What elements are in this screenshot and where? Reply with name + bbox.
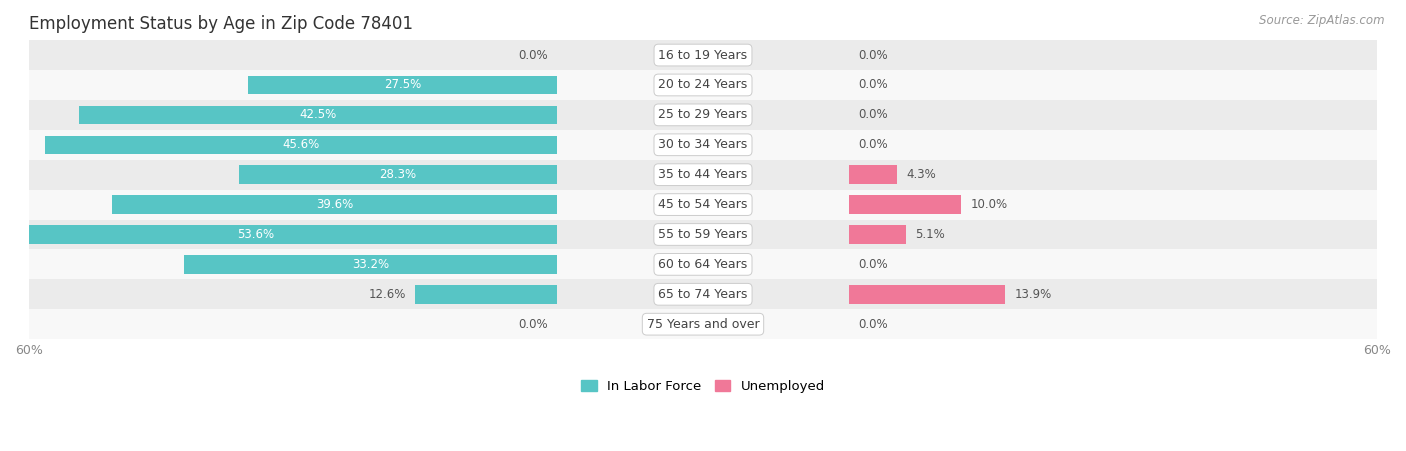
Bar — [30, 130, 1376, 160]
Text: 35 to 44 Years: 35 to 44 Years — [658, 168, 748, 181]
Legend: In Labor Force, Unemployed: In Labor Force, Unemployed — [575, 375, 831, 398]
Text: 5.1%: 5.1% — [915, 228, 945, 241]
Text: 33.2%: 33.2% — [352, 258, 389, 271]
Text: 28.3%: 28.3% — [380, 168, 416, 181]
Bar — [849, 285, 1005, 304]
Text: 0.0%: 0.0% — [858, 108, 887, 121]
Text: 0.0%: 0.0% — [519, 49, 548, 62]
Text: 45.6%: 45.6% — [283, 138, 319, 151]
Bar — [30, 220, 1376, 249]
Text: 45 to 54 Years: 45 to 54 Years — [658, 198, 748, 211]
Bar — [30, 249, 1376, 279]
Text: 65 to 74 Years: 65 to 74 Years — [658, 288, 748, 301]
Text: 53.6%: 53.6% — [238, 228, 274, 241]
Bar — [30, 309, 1376, 339]
Text: 75 Years and over: 75 Years and over — [647, 318, 759, 331]
Text: 0.0%: 0.0% — [858, 49, 887, 62]
Text: 60 to 64 Years: 60 to 64 Years — [658, 258, 748, 271]
Bar — [30, 160, 1376, 189]
Text: Employment Status by Age in Zip Code 78401: Employment Status by Age in Zip Code 784… — [30, 15, 413, 33]
Bar — [0, 225, 557, 244]
Text: 55 to 59 Years: 55 to 59 Years — [658, 228, 748, 241]
Bar — [239, 166, 557, 184]
Bar — [112, 195, 557, 214]
Bar — [30, 40, 1376, 70]
Bar — [849, 195, 962, 214]
Text: Source: ZipAtlas.com: Source: ZipAtlas.com — [1260, 14, 1385, 27]
Bar — [30, 100, 1376, 130]
Text: 42.5%: 42.5% — [299, 108, 337, 121]
Text: 20 to 24 Years: 20 to 24 Years — [658, 78, 748, 92]
Text: 4.3%: 4.3% — [907, 168, 936, 181]
Bar — [30, 70, 1376, 100]
Text: 12.6%: 12.6% — [368, 288, 406, 301]
Bar — [849, 166, 897, 184]
Text: 16 to 19 Years: 16 to 19 Years — [658, 49, 748, 62]
Bar — [30, 279, 1376, 309]
Text: 27.5%: 27.5% — [384, 78, 422, 92]
Text: 0.0%: 0.0% — [858, 258, 887, 271]
Text: 0.0%: 0.0% — [519, 318, 548, 331]
Bar — [247, 76, 557, 94]
Text: 0.0%: 0.0% — [858, 78, 887, 92]
Text: 0.0%: 0.0% — [858, 138, 887, 151]
Text: 10.0%: 10.0% — [970, 198, 1008, 211]
Text: 13.9%: 13.9% — [1014, 288, 1052, 301]
Bar — [415, 285, 557, 304]
Bar — [30, 189, 1376, 220]
Bar — [80, 106, 557, 124]
Text: 0.0%: 0.0% — [858, 318, 887, 331]
Bar — [849, 225, 907, 244]
Text: 25 to 29 Years: 25 to 29 Years — [658, 108, 748, 121]
Text: 39.6%: 39.6% — [316, 198, 353, 211]
Text: 30 to 34 Years: 30 to 34 Years — [658, 138, 748, 151]
Bar — [184, 255, 557, 274]
Bar — [45, 135, 557, 154]
